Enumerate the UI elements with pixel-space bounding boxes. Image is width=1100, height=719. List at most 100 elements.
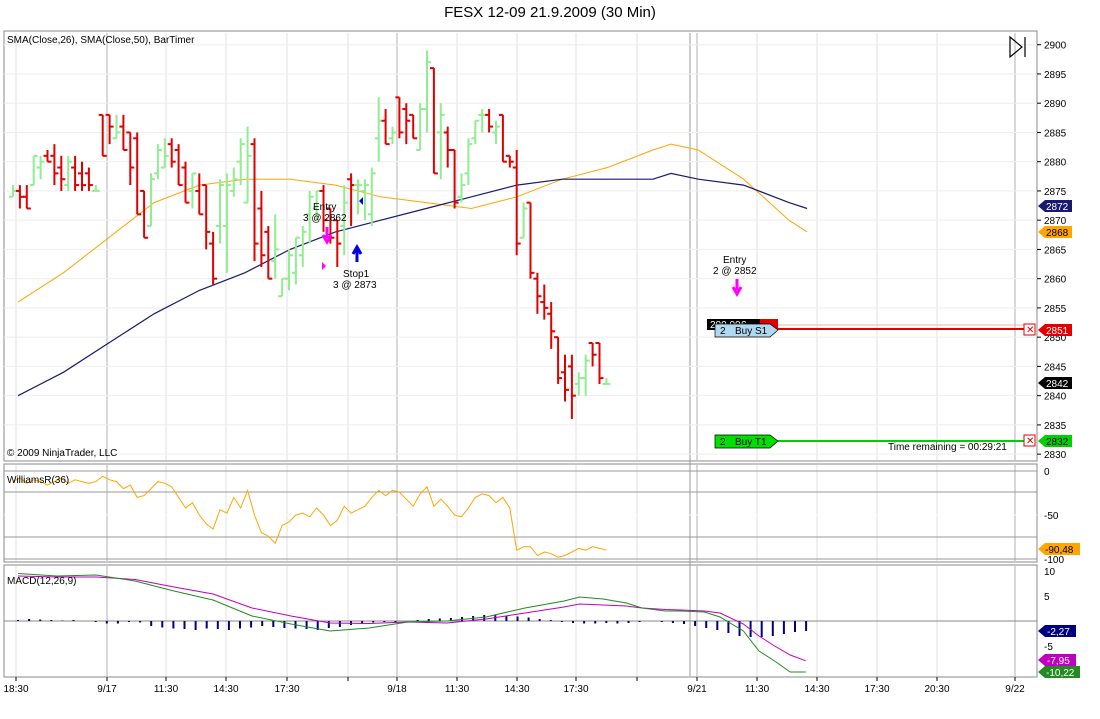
macd-tick-label: 5 [1044,592,1050,603]
ohlc-bar [285,249,293,291]
ohlc-bar [519,202,528,239]
exit-marker-icon [359,197,363,205]
ohlc-bar [264,226,273,280]
ohlc-bar [119,114,128,151]
ohlc-bar [554,336,563,384]
buy-t1-order[interactable]: 2 Buy T1 ✕ [714,434,1036,449]
buy-t1-price-tag: 2832 [1046,437,1069,448]
price-tick-label: 2860 [1044,275,1067,286]
time-remaining-label: Time remaining = 00:29:21 [888,442,1007,453]
williams-series [12,475,607,558]
entry1-annotation: Entry 3 @ 2862 [303,202,347,246]
entry-marker-icon [322,262,326,270]
ohlc-bar [160,138,169,169]
ohlc-bar [243,126,252,204]
ohlc-bar [367,167,376,227]
ohlc-bar [195,173,204,216]
ohlc-bar [457,173,466,203]
ohlc-bar [340,185,349,256]
ohlc-bar [354,179,362,215]
macd-avg-tag: -7,95 [1047,656,1070,667]
macd-tag: -2,27 [1047,627,1070,638]
x-tick-label: 18:30 [3,684,28,695]
entry2-fill: 2 @ 2852 [713,266,757,277]
ohlc-bar [561,354,569,402]
williams-tag: -90,48 [1045,545,1074,556]
x-tick-label: 17:30 [274,684,299,695]
ohlc-bar [395,96,404,139]
ohlc-bar [402,103,411,145]
ohlc-bar [388,126,397,145]
ohlc-bar [291,236,300,285]
ohlc-bar [464,138,473,186]
last-price-tag: 2842 [1046,379,1069,390]
x-tick-label: 9/22 [1005,684,1025,695]
ohlc-bar [167,138,176,168]
ohlc-bar [471,119,480,145]
ohlc-bar [505,154,514,168]
macd-tick-label: -5 [1044,642,1053,653]
ohlc-bar [485,109,494,133]
price-tick-label: 2855 [1044,304,1067,315]
ohlc-bar [533,272,542,314]
price-tags: 2872 2868 2851 2842 2832 -90,48 -2,27 -7… [1038,200,1080,679]
buy-t1-qty: 2 [720,437,726,448]
stop1-label: Stop1 [343,269,370,280]
ohlc-bar [526,201,535,279]
ohlc-bar [305,190,314,244]
buy-t1-cancel-icon[interactable]: ✕ [1026,436,1034,447]
entry2-annotation: Entry 2 @ 2852 [713,255,757,298]
ohlc-bar [409,113,418,140]
time-axis: 18:30 9/17 11:30 14:30 17:30 9/18 11:30 14:30 17… [3,677,1025,695]
ohlc-bar [71,155,80,191]
ohlc-bar [492,120,500,145]
williams-tick-label: -100 [1044,555,1064,566]
ohlc-bar [174,144,183,187]
ohlc-bar [436,103,445,180]
ohlc-bar [319,185,328,232]
ohlc-bar [78,161,86,191]
x-tick-label: 14:30 [213,684,238,695]
buy-s1-order[interactable]: 200.00€ 2 Buy S1 ✕ [707,319,1036,338]
williams-grid [4,470,1037,560]
price-bars [9,50,611,420]
ohlc-bar [450,148,459,209]
ohlc-bar [105,113,114,145]
ohlc-bar [91,185,100,192]
buy-s1-price-tag: 2851 [1046,326,1069,337]
sma26-tag: 2868 [1046,228,1069,239]
buy-s1-cancel-icon[interactable]: ✕ [1026,325,1034,336]
macd-label: MACD(12,26,9) [7,576,76,587]
ohlc-bar [153,144,162,180]
price-tick-label: 2865 [1044,245,1067,256]
ohlc-bar [64,155,73,191]
ohlc-bar [140,189,149,239]
ohlc-bar [602,378,611,385]
ohlc-bar [98,113,107,157]
x-tick-label: 9/17 [97,684,117,695]
buy-s1-label: Buy S1 [735,326,768,337]
stop1-annotation: Stop1 3 @ 2873 [322,197,377,291]
sell-arrow-icon [321,227,333,246]
macd-line [17,573,806,673]
price-tick-label: 2835 [1044,421,1067,432]
price-panel [3,30,1038,462]
buy-arrow-icon [351,243,363,262]
indicator-label: SMA(Close,26), SMA(Close,50), BarTimer [7,35,195,46]
ohlc-bar [222,173,231,273]
x-tick-label: 17:30 [864,684,889,695]
sma-lines [17,143,808,397]
ohlc-bar [36,155,45,180]
scroll-to-end-button[interactable] [1009,35,1026,59]
ohlc-bar [188,172,197,209]
sma50-tag: 2872 [1046,202,1069,213]
entry1-fill: 3 @ 2862 [303,213,347,224]
play-end-icon [1009,35,1023,59]
x-tick-label: 20:30 [924,684,949,695]
x-tick-label: 9/18 [387,684,407,695]
x-tick-label: 14:30 [804,684,829,695]
ohlc-bar [126,131,135,186]
price-tick-label: 2880 [1044,158,1067,169]
